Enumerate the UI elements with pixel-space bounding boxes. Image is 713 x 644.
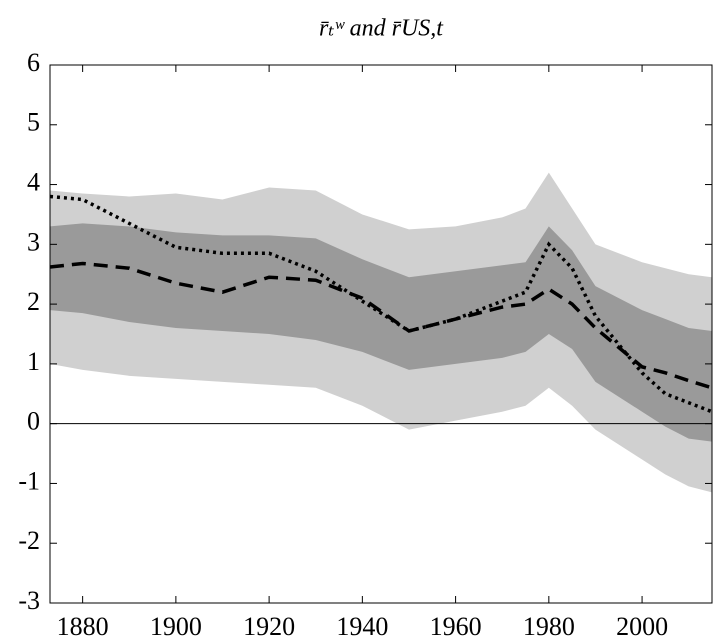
y-tick-label: 1 — [27, 347, 40, 376]
x-tick-label: 2000 — [616, 612, 668, 641]
x-tick-label: 1960 — [430, 612, 482, 641]
x-tick-label: 1880 — [57, 612, 109, 641]
x-tick-label: 1940 — [336, 612, 388, 641]
y-tick-label: 2 — [27, 287, 40, 316]
y-tick-label: 0 — [27, 407, 40, 436]
x-tick-label: 1980 — [523, 612, 575, 641]
y-tick-label: 5 — [27, 108, 40, 137]
y-tick-label: -2 — [18, 526, 40, 555]
x-tick-label: 1900 — [150, 612, 202, 641]
y-tick-label: 6 — [27, 48, 40, 77]
line-series — [49, 194, 713, 414]
x-tick-label: 1920 — [243, 612, 295, 641]
line-series — [49, 261, 713, 390]
confidence-band — [50, 223, 712, 442]
plot-frame — [49, 64, 713, 604]
chart-title: r̄ₜʷ and r̄US,t — [319, 16, 444, 42]
y-tick-label: 4 — [27, 168, 40, 197]
y-tick-label: -1 — [18, 466, 40, 495]
y-tick-label: 3 — [27, 227, 40, 256]
y-tick-label: -3 — [18, 586, 40, 615]
